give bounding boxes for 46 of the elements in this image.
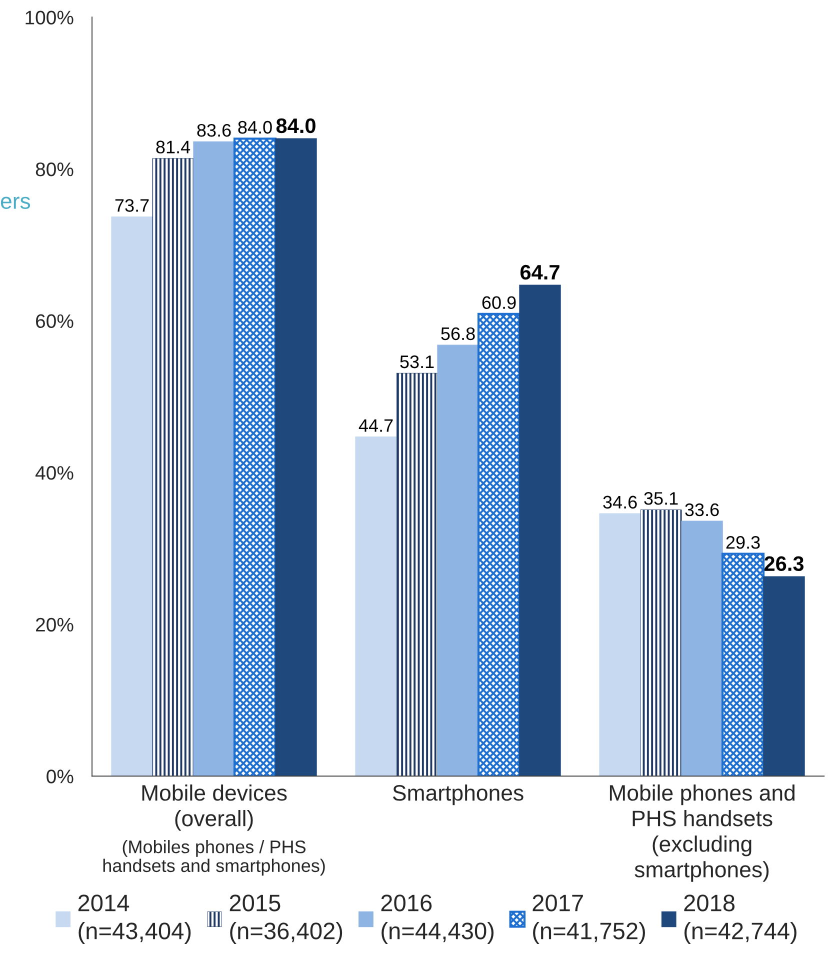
- data-label: 84.0: [276, 118, 316, 134]
- data-label: 35.1: [644, 492, 678, 505]
- bar: [275, 138, 317, 776]
- y-tick-label: 40%: [35, 466, 74, 480]
- data-label: 34.6: [603, 496, 637, 509]
- x-tick-label: Mobile devices (overall): [142, 784, 287, 831]
- legend-label: 2017 (n=41,752): [532, 894, 645, 944]
- x-tick-label: Mobile phones and PHS handsets (excluding smartphones): [610, 784, 794, 882]
- data-label: 44.7: [358, 419, 393, 432]
- data-label: 64.7: [520, 264, 560, 280]
- bar: [396, 372, 438, 776]
- bar: [152, 158, 194, 776]
- y-tick-label: 80%: [36, 162, 74, 176]
- bar: [599, 513, 641, 776]
- data-label: 29.3: [726, 536, 760, 549]
- data-label: 60.9: [482, 296, 516, 309]
- data-label: 56.8: [441, 327, 475, 340]
- bar: [233, 138, 277, 776]
- y-tick-label: 60%: [36, 314, 74, 328]
- data-label: 81.4: [156, 140, 190, 154]
- bar: [763, 576, 805, 776]
- bar: [437, 344, 479, 776]
- y-tick-label: 100%: [26, 10, 74, 24]
- text: (Mobiles phones / PHS handsets and smartphones): [103, 840, 325, 876]
- bar: [111, 216, 153, 776]
- bar: [721, 552, 765, 776]
- legend-label: 2018 (n=42,744): [684, 894, 796, 944]
- bar: [681, 520, 723, 776]
- legend-label: 2015 (n=36,402): [230, 894, 342, 944]
- data-label: 33.6: [685, 503, 719, 516]
- y-tick-label: 0%: [46, 770, 74, 784]
- data-label: 53.1: [400, 355, 434, 368]
- bar: [640, 510, 682, 776]
- y-tick-label: 20%: [36, 618, 74, 632]
- legend-label: 2014 (n=43,404): [78, 894, 191, 944]
- bar: [477, 312, 521, 776]
- bar: [355, 436, 397, 776]
- bar: [193, 141, 235, 776]
- data-label: 84.0: [238, 120, 272, 134]
- x-tick-label: Smartphones: [392, 784, 524, 806]
- data-label: 83.6: [197, 124, 231, 137]
- data-label: 73.7: [115, 199, 149, 212]
- data-label: 26.3: [764, 556, 804, 572]
- text: ers: [0, 196, 30, 209]
- bar: [519, 284, 561, 776]
- legend-label: 2016 (n=44,430): [381, 894, 494, 944]
